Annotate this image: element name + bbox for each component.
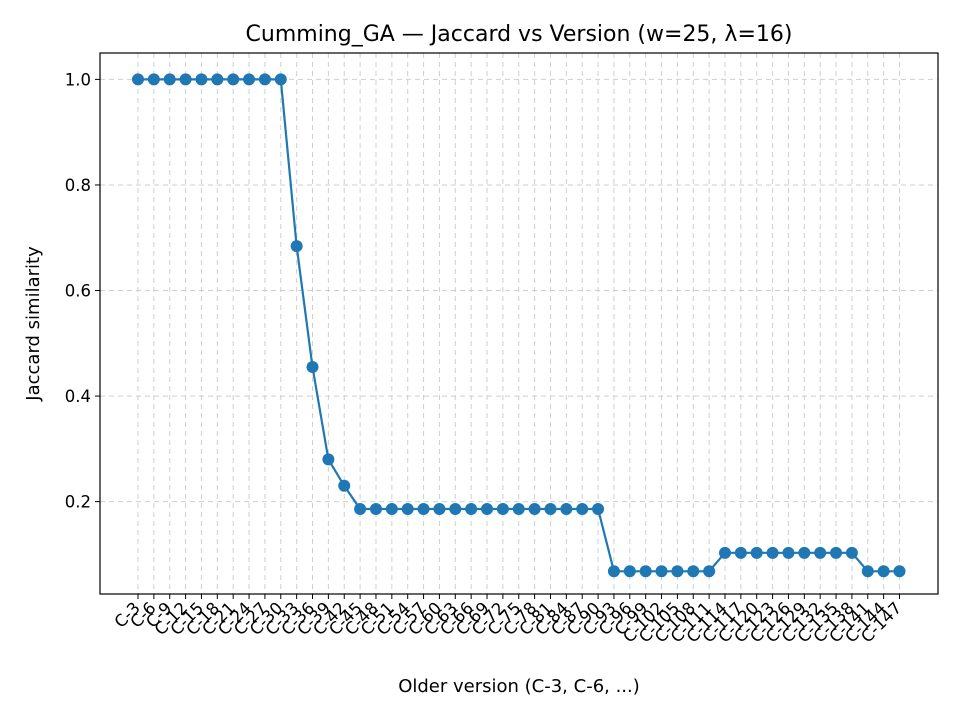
data-point — [798, 546, 811, 559]
y-tick-label: 0.8 — [65, 176, 91, 195]
data-point — [401, 503, 414, 516]
data-point — [385, 503, 398, 516]
data-point — [750, 546, 763, 559]
data-point — [132, 73, 144, 86]
y-axis-label: Jaccard similarity — [23, 246, 44, 402]
data-point — [718, 546, 731, 559]
y-tick-label: 1.0 — [65, 70, 91, 89]
data-point — [211, 73, 224, 86]
data-point — [671, 565, 684, 578]
data-point — [845, 546, 858, 559]
data-point — [290, 240, 303, 253]
data-point — [560, 503, 573, 516]
y-tick-label: 0.2 — [65, 493, 91, 512]
y-tick-label: 0.4 — [65, 387, 91, 406]
data-point — [354, 503, 367, 516]
data-point — [703, 565, 716, 578]
data-point — [338, 479, 351, 492]
x-axis-label: Older version (C-3, C-6, ...) — [398, 676, 640, 697]
data-point — [243, 73, 256, 86]
data-point — [607, 565, 620, 578]
data-point — [528, 503, 541, 516]
data-point — [782, 546, 795, 559]
data-point — [179, 73, 192, 86]
data-point — [417, 503, 430, 516]
data-point — [814, 546, 827, 559]
series-layer — [132, 73, 906, 578]
data-point — [322, 453, 335, 466]
data-point — [195, 73, 208, 86]
chart-title: Cumming_GA — Jaccard vs Version (w=25, λ… — [246, 22, 793, 47]
data-point — [512, 503, 525, 516]
data-point — [147, 73, 160, 86]
data-point — [481, 503, 494, 516]
data-point — [623, 565, 636, 578]
data-point — [258, 73, 271, 86]
data-point — [639, 565, 652, 578]
data-point — [877, 565, 890, 578]
data-point — [893, 565, 906, 578]
data-point — [544, 503, 557, 516]
data-point — [766, 546, 779, 559]
data-point — [433, 503, 446, 516]
data-point — [861, 565, 874, 578]
data-point — [830, 546, 843, 559]
data-point — [306, 361, 319, 374]
data-point — [576, 503, 589, 516]
data-point — [163, 73, 176, 86]
data-point — [687, 565, 700, 578]
data-point — [465, 503, 478, 516]
y-tick-label: 0.6 — [65, 282, 91, 301]
data-point — [734, 546, 747, 559]
data-point — [274, 73, 287, 86]
axis-layer: C-3C-6C-9C-12C-15C-18C-21C-24C-27C-30C-3… — [65, 70, 906, 646]
data-point — [449, 503, 462, 516]
data-point — [227, 73, 240, 86]
data-point — [369, 503, 382, 516]
data-point — [496, 503, 509, 516]
data-point — [655, 565, 668, 578]
data-point — [592, 503, 605, 516]
